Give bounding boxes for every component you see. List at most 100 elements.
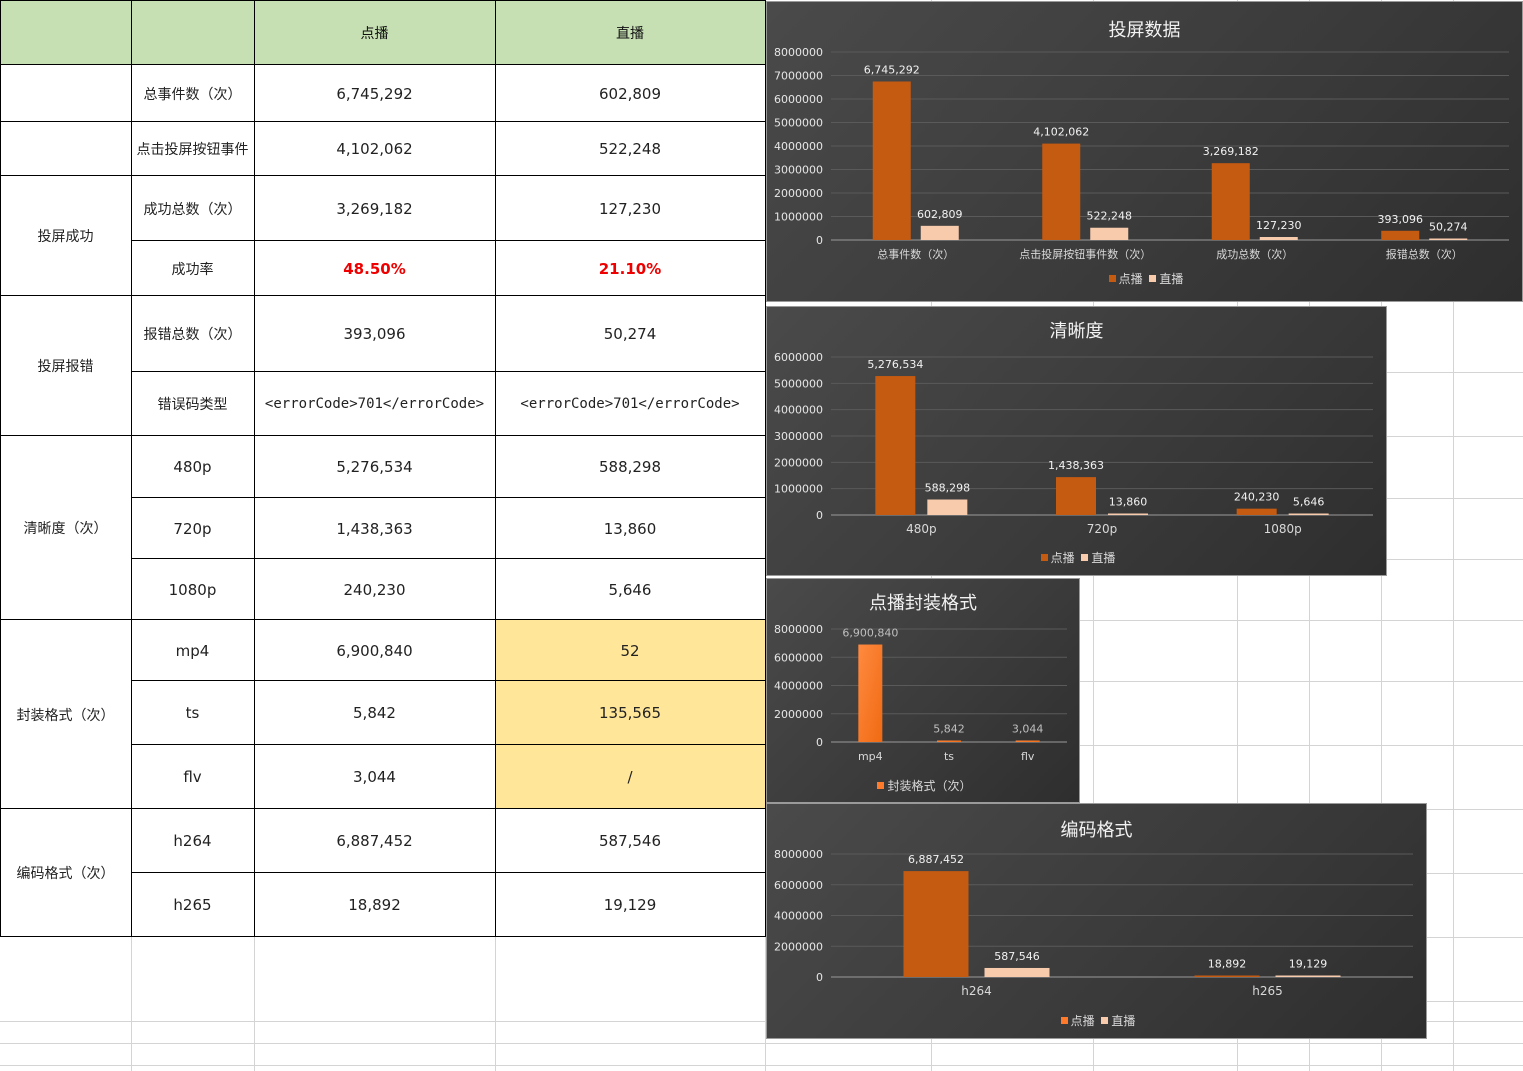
cell-vod-480p[interactable]: 5,276,534 <box>336 458 413 476</box>
border-line <box>0 64 766 65</box>
cell-live-ts[interactable]: 135,565 <box>495 681 765 745</box>
x-tick-label: 点击投屏按钮事件数（次） <box>1019 247 1151 261</box>
data-label: 6,900,840 <box>842 627 898 640</box>
cell-live-error-code[interactable]: <errorCode>701</errorCode> <box>520 396 740 412</box>
group-container[interactable]: 封装格式（次） <box>16 707 115 724</box>
header-vod[interactable]: 点播 <box>254 0 495 65</box>
data-label: 602,809 <box>917 208 963 221</box>
chart-title: 清晰度 <box>1049 321 1104 342</box>
border-line <box>0 0 766 1</box>
bar <box>1236 508 1277 515</box>
bar <box>1090 227 1129 240</box>
border-line <box>131 0 132 937</box>
y-tick-label: 6000000 <box>774 351 823 364</box>
row-label-success-rate[interactable]: 成功率 <box>171 261 214 278</box>
data-label: 5,842 <box>933 723 965 736</box>
legend-swatch-vod <box>1108 275 1116 282</box>
cell-vod-flv[interactable]: 3,044 <box>353 768 396 786</box>
cell-live-error-total[interactable]: 50,274 <box>603 325 657 343</box>
cell-live-480p[interactable]: 588,298 <box>598 458 662 476</box>
header-blank-cell-1[interactable] <box>0 0 131 65</box>
cell-live-flv[interactable]: / <box>495 745 765 809</box>
data-label: 6,745,292 <box>864 63 920 76</box>
cell-vod-total-events[interactable]: 6,745,292 <box>336 84 413 103</box>
cell-vod-ts[interactable]: 5,842 <box>353 704 396 722</box>
cell-vod-click-events[interactable]: 4,102,062 <box>336 140 413 158</box>
chart-codec[interactable]: 编码格式 0 2000000 4000000 6000000 8000000 6,887,… <box>766 803 1427 1039</box>
row-label-480p[interactable]: 480p <box>173 458 212 476</box>
cell-vod-error-code[interactable]: <errorCode>701</errorCode> <box>264 396 485 412</box>
row-label-total-events[interactable]: 总事件数（次） <box>143 86 242 103</box>
row-label-success-total[interactable]: 成功总数（次） <box>143 201 242 218</box>
data-label: 5,276,534 <box>867 358 923 371</box>
y-tick-label: 5000000 <box>774 377 823 390</box>
group-resolution[interactable]: 清晰度（次） <box>23 521 108 537</box>
cell-live-mp4[interactable]: 52 <box>495 620 765 681</box>
group-success[interactable]: 投屏成功 <box>37 229 94 245</box>
cell-live-total-events[interactable]: 602,809 <box>598 84 662 103</box>
row-label-1080p[interactable]: 1080p <box>168 580 217 599</box>
cell-vod-720p[interactable]: 1,438,363 <box>336 519 413 538</box>
y-tick-label: 1000000 <box>774 211 823 224</box>
cell-vod-success-rate[interactable]: 48.50% <box>343 259 406 278</box>
cell-live-h265[interactable]: 19,129 <box>603 896 657 914</box>
chart-vod-container[interactable]: 点播封装格式 0 2000000 4000000 6000000 8000000 6,90… <box>766 578 1080 803</box>
cell-vod-error-total[interactable]: 393,096 <box>343 325 406 343</box>
y-tick-label: 0 <box>816 736 823 749</box>
cell-vod-mp4[interactable]: 6,900,840 <box>336 641 413 660</box>
chart-casting-data[interactable]: 投屏数据 0 1000000 2000000 3000000 4000000 500000… <box>766 1 1523 302</box>
group-codec[interactable]: 编码格式（次） <box>16 866 115 882</box>
legend-swatch-live <box>1081 554 1089 561</box>
cell-vod-h264[interactable]: 6,887,452 <box>336 832 413 850</box>
data-label: 588,298 <box>925 482 971 495</box>
row-label-mp4[interactable]: mp4 <box>175 641 210 660</box>
group-cell-total[interactable] <box>0 65 131 122</box>
data-label: 13,860 <box>1109 496 1148 509</box>
border-line <box>0 619 766 620</box>
chart-legend: 点播 直播 <box>767 270 1522 287</box>
row-label-720p[interactable]: 720p <box>173 519 212 538</box>
y-tick-label: 6000000 <box>774 879 823 892</box>
header-blank-cell-2[interactable] <box>131 0 254 65</box>
y-tick-label: 4000000 <box>774 404 823 417</box>
bar <box>858 644 883 742</box>
x-tick-label: 480p <box>906 522 937 536</box>
row-label-h265[interactable]: h265 <box>173 896 212 914</box>
cell-live-h264[interactable]: 587,546 <box>598 832 662 850</box>
cell-vod-success-total[interactable]: 3,269,182 <box>336 199 413 218</box>
x-tick-label: 1080p <box>1264 522 1302 536</box>
y-tick-label: 6000000 <box>774 651 823 664</box>
bar <box>1015 740 1040 742</box>
border-line <box>495 0 496 937</box>
header-live[interactable]: 直播 <box>495 0 765 65</box>
cell-vod-h265[interactable]: 18,892 <box>348 896 401 914</box>
cell-vod-1080p[interactable]: 240,230 <box>343 580 406 599</box>
group-error[interactable]: 投屏报错 <box>37 359 94 375</box>
row-label-error-code[interactable]: 错误码类型 <box>157 397 228 413</box>
group-cell-click[interactable] <box>0 122 131 176</box>
bar <box>1056 477 1096 515</box>
y-tick-label: 4000000 <box>774 910 823 923</box>
row-label-error-total[interactable]: 报错总数（次） <box>143 327 242 343</box>
row-label-ts[interactable]: ts <box>185 704 200 722</box>
row-label-click-events[interactable]: 点击投屏按钮事件 <box>136 142 249 158</box>
cell-live-1080p[interactable]: 5,646 <box>608 580 652 599</box>
cell-live-click-events[interactable]: 522,248 <box>598 140 662 158</box>
chart-resolution[interactable]: 清晰度 0 1000000 2000000 3000000 4000000 5000000… <box>766 306 1387 576</box>
bar <box>1381 230 1420 240</box>
y-tick-label: 0 <box>816 509 823 522</box>
row-label-flv[interactable]: flv <box>183 768 202 786</box>
cell-live-success-rate[interactable]: 21.10% <box>598 259 662 278</box>
cell-live-success-total[interactable]: 127,230 <box>598 199 662 218</box>
border-line <box>131 371 766 372</box>
legend-label: 封装格式（次） <box>887 779 972 793</box>
chart-plot: 0 2000000 4000000 6000000 8000000 6,887,452 58… <box>774 848 1413 998</box>
cell-live-720p[interactable]: 13,860 <box>603 519 657 538</box>
row-label-h264[interactable]: h264 <box>173 832 212 850</box>
data-label: 18,892 <box>1208 958 1247 971</box>
chart-legend: 点播 直播 <box>767 549 1386 566</box>
chart-plot: 0 1000000 2000000 3000000 4000000 5000000 6000… <box>774 46 1509 261</box>
x-tick-label: 报错总数（次） <box>1386 247 1463 261</box>
y-tick-label: 7000000 <box>774 70 823 83</box>
y-tick-label: 2000000 <box>774 187 823 200</box>
